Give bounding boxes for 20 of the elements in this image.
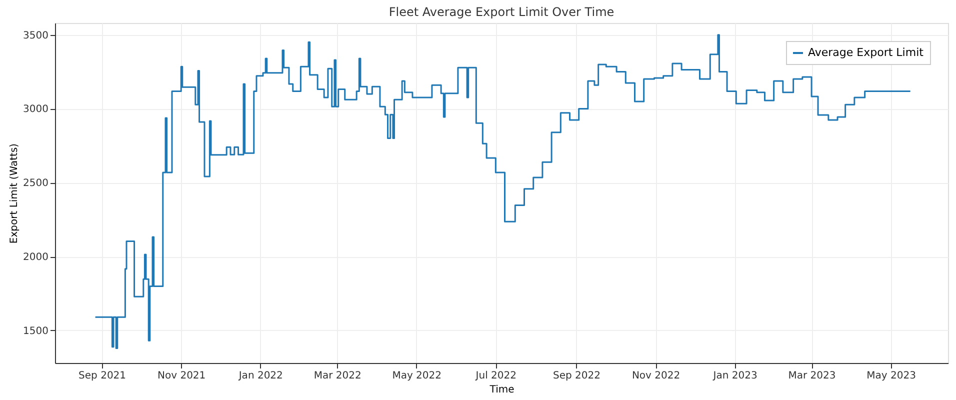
x-tick-label: May 2023 xyxy=(866,370,916,382)
x-tick-label: Jan 2023 xyxy=(712,370,758,382)
legend-label: Average Export Limit xyxy=(808,46,924,59)
y-tick-label: 2000 xyxy=(23,252,48,264)
x-tick-label: Sep 2021 xyxy=(78,370,126,382)
x-tick-label: Mar 2022 xyxy=(314,370,362,382)
x-tick-label: Jan 2022 xyxy=(238,370,283,382)
x-tick-label: Jul 2022 xyxy=(474,370,516,382)
y-tick-label: 3500 xyxy=(23,30,48,42)
y-tick-label: 3000 xyxy=(23,104,48,116)
x-tick-label: Nov 2021 xyxy=(158,370,206,382)
chart-title: Fleet Average Export Limit Over Time xyxy=(388,5,614,19)
y-tick-label: 1500 xyxy=(23,326,48,337)
y-axis-title: Export Limit (Watts) xyxy=(9,143,20,244)
x-tick-label: Mar 2023 xyxy=(788,370,836,382)
x-axis-title: Time xyxy=(488,384,514,396)
x-tick-label: Nov 2022 xyxy=(632,370,680,382)
x-tick-label: Sep 2022 xyxy=(553,370,600,382)
y-tick-label: 2500 xyxy=(23,178,48,190)
x-tick-label: May 2022 xyxy=(392,370,442,382)
